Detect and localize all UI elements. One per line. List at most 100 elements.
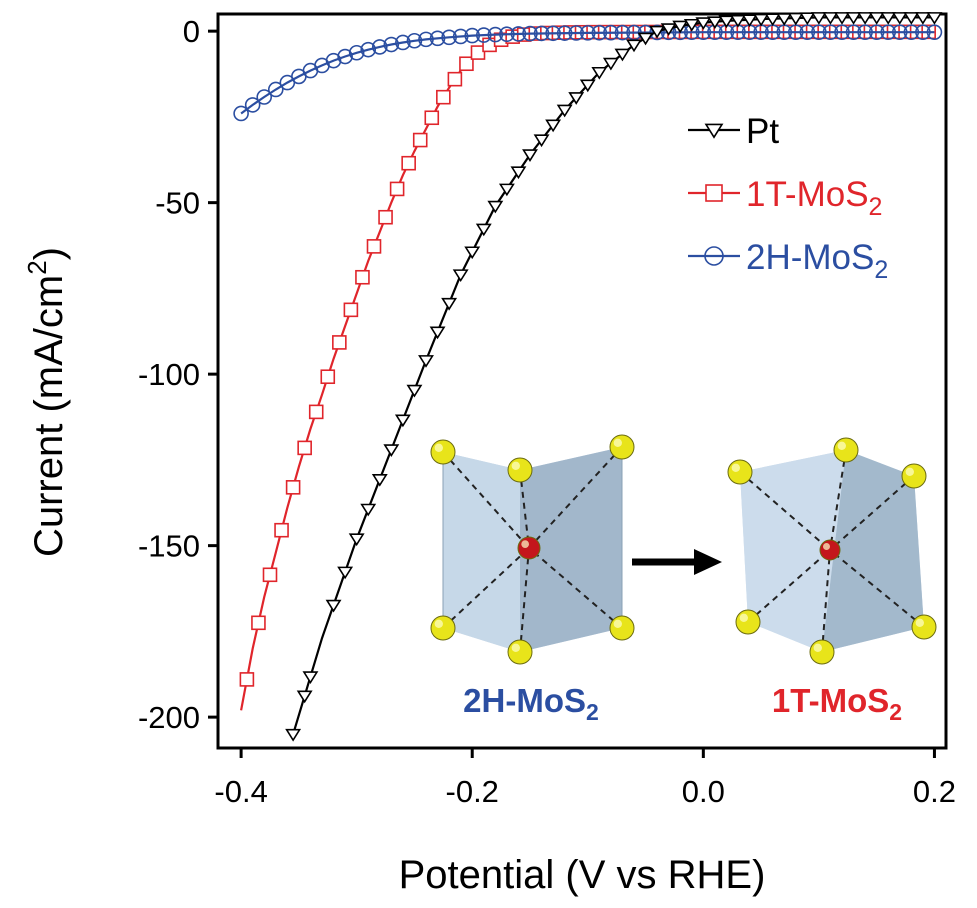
data-point-2h-mos <box>811 24 827 40</box>
inset-label-1t: 1T-MoS2 <box>772 682 902 725</box>
data-point-2h-mos <box>487 26 504 43</box>
data-point-pt <box>845 12 862 25</box>
data-point-pt <box>683 18 700 32</box>
data-point-2h-mos <box>475 27 492 43</box>
data-point-2h-mos <box>926 24 943 40</box>
legend-label: Pt <box>746 112 779 151</box>
y-tick-label: -100 <box>138 357 200 392</box>
data-point-pt <box>522 149 538 162</box>
sulfur-atom <box>507 639 533 665</box>
x-tick-label: 0.0 <box>682 774 725 809</box>
highlight <box>739 613 748 622</box>
sulfur-atom <box>735 609 761 635</box>
legend-label: 1T-MoS2 <box>746 175 882 221</box>
data-point-1t-mos <box>401 155 416 171</box>
legend-marker <box>704 123 724 139</box>
data-point-pt <box>302 671 319 685</box>
bond-dashed <box>528 446 623 549</box>
bond-dashed <box>442 547 530 629</box>
highlight <box>613 438 622 447</box>
data-point-pt <box>672 20 689 34</box>
structure-2h-trigonal-prism <box>430 434 635 665</box>
inset-label-1t-main: 1T-MoS <box>772 682 889 719</box>
data-point-pt <box>730 14 746 28</box>
data-point-2h-mos <box>545 25 561 42</box>
data-point-pt <box>371 473 388 487</box>
bond-dashed <box>829 449 847 551</box>
series-layer <box>233 12 943 742</box>
data-point-pt <box>285 728 302 742</box>
data-point-1t-mos <box>297 440 312 456</box>
sulfur-atom <box>507 457 533 483</box>
data-point-2h-mos <box>244 97 261 113</box>
data-point-pt <box>394 414 411 428</box>
sulfur-atom <box>809 639 835 665</box>
sulfur-atom <box>727 459 753 485</box>
data-point-pt <box>810 12 827 25</box>
data-point-2h-mos <box>556 25 573 41</box>
data-point-2h-mos <box>834 24 850 40</box>
inset-label-2h-subscript: 2 <box>586 699 599 725</box>
sulfur-atom <box>911 614 937 640</box>
data-point-pt <box>510 166 527 180</box>
data-point-1t-mos <box>308 404 324 420</box>
y-axis-label-close: ) <box>27 247 71 260</box>
data-point-pt <box>695 17 712 30</box>
data-point-pt <box>626 39 642 53</box>
data-point-pt <box>556 104 573 118</box>
data-point-pt <box>880 12 897 25</box>
data-point-pt <box>498 183 515 197</box>
legend-label-main: Pt <box>746 112 779 151</box>
data-point-pt <box>649 25 666 39</box>
legend-label-main: 2H-MoS <box>746 238 874 277</box>
y-tick-label: -200 <box>138 700 200 735</box>
data-point-pt <box>418 355 434 368</box>
data-point-1t-mos <box>285 480 301 495</box>
data-point-pt <box>579 79 596 93</box>
data-point-2h-mos <box>603 24 619 41</box>
series-pt <box>285 12 943 742</box>
x-tick-label: -0.4 <box>214 774 267 809</box>
plot-frame <box>216 12 948 750</box>
data-point-1t-mos <box>274 522 289 538</box>
data-point-2h-mos <box>591 24 608 41</box>
data-point-pt <box>799 12 816 26</box>
data-point-2h-mos <box>383 36 400 53</box>
x-tick-label: 0.2 <box>913 774 956 809</box>
data-point-2h-mos <box>510 26 527 42</box>
prism-front-face <box>443 452 520 652</box>
highlight <box>434 443 443 452</box>
legend-label-subscript: 2 <box>869 193 883 221</box>
y-tick-label: -50 <box>155 186 200 221</box>
highlight <box>905 467 914 476</box>
data-point-1t-mos <box>343 302 359 318</box>
data-point-2h-mos <box>880 24 897 40</box>
data-point-1t-mos <box>355 269 370 285</box>
legend-label-main: 1T-MoS <box>746 175 869 214</box>
data-point-2h-mos <box>522 25 538 42</box>
highlight <box>837 441 846 450</box>
data-point-2h-mos <box>418 31 434 48</box>
highlight <box>823 543 830 550</box>
data-point-1t-mos <box>366 239 382 254</box>
highlight <box>613 619 622 628</box>
data-point-2h-mos <box>845 24 862 40</box>
data-point-2h-mos <box>915 24 931 40</box>
data-point-pt <box>533 134 550 148</box>
data-point-pt <box>464 246 481 260</box>
data-point-pt <box>834 12 850 25</box>
inset-label-1t-subscript: 2 <box>889 699 902 725</box>
bond-dashed <box>528 547 623 629</box>
data-point-pt <box>429 326 446 340</box>
legend-item-2h-mos: 2H-MoS2 <box>688 238 888 284</box>
data-point-2h-mos <box>568 25 585 41</box>
series-line-2h-mos <box>240 31 935 115</box>
data-point-pt <box>660 23 677 36</box>
data-point-2h-mos <box>649 24 665 41</box>
data-point-1t-mos <box>447 71 463 87</box>
y-axis-label-superscript: 2 <box>22 260 52 274</box>
data-point-1t-mos <box>262 567 278 583</box>
inset-label-2h-main: 2H-MoS <box>463 682 586 719</box>
